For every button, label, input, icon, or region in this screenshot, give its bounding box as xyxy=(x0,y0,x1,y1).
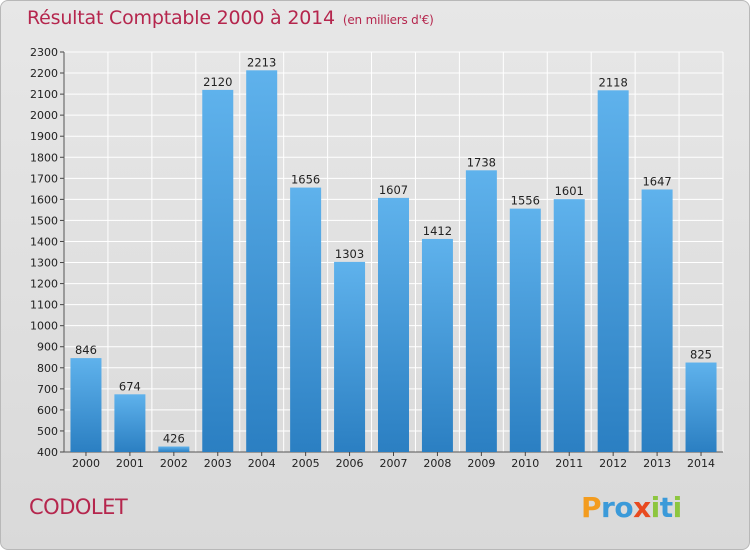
bar-value-label: 1556 xyxy=(511,194,540,208)
y-tick-label: 1800 xyxy=(30,151,58,164)
y-tick-label: 600 xyxy=(37,404,58,417)
bar-2001 xyxy=(114,394,146,452)
y-tick-label: 2100 xyxy=(30,88,58,101)
bar-2003 xyxy=(202,89,234,452)
bar-2011 xyxy=(553,199,585,452)
x-tick-label: 2002 xyxy=(160,457,188,470)
y-tick-label: 1200 xyxy=(30,278,58,291)
bar-value-label: 674 xyxy=(119,379,141,393)
x-tick-label: 2011 xyxy=(555,457,583,470)
logo-letter: x xyxy=(633,491,651,524)
bar-value-label: 1607 xyxy=(379,183,408,197)
logo-letter: t xyxy=(659,491,673,524)
bar-2012 xyxy=(597,90,629,452)
y-tick-label: 900 xyxy=(37,341,58,354)
chart-subtitle: (en milliers d'€) xyxy=(342,13,434,27)
bar-value-label: 2118 xyxy=(599,75,628,89)
bar-2002 xyxy=(158,446,190,452)
y-tick-label: 1300 xyxy=(30,257,58,270)
x-tick-label: 2010 xyxy=(511,457,539,470)
y-tick-label: 700 xyxy=(37,383,58,396)
bar-2010 xyxy=(509,208,541,452)
x-tick-label: 2008 xyxy=(423,457,451,470)
y-tick-label: 1400 xyxy=(30,235,58,248)
bar-2006 xyxy=(334,261,366,452)
bar-2009 xyxy=(465,170,497,452)
x-tick-label: 2000 xyxy=(72,457,100,470)
bar-value-label: 825 xyxy=(690,348,712,362)
bar-value-label: 1738 xyxy=(467,155,496,169)
x-tick-label: 2003 xyxy=(204,457,232,470)
bar-2013 xyxy=(641,189,673,452)
bar-value-label: 1601 xyxy=(555,184,584,198)
bar-value-label: 426 xyxy=(163,432,185,446)
y-tick-label: 500 xyxy=(37,425,58,438)
bar-value-label: 1656 xyxy=(291,173,320,187)
y-tick-label: 2200 xyxy=(30,67,58,80)
logo-letter: P xyxy=(581,491,602,524)
x-tick-label: 2006 xyxy=(336,457,364,470)
x-tick-label: 2007 xyxy=(380,457,408,470)
x-tick-label: 2014 xyxy=(687,457,715,470)
x-tick-label: 2013 xyxy=(643,457,671,470)
bar-2004 xyxy=(246,70,278,452)
y-tick-label: 2000 xyxy=(30,109,58,122)
y-tick-label: 800 xyxy=(37,362,58,375)
x-tick-label: 2012 xyxy=(599,457,627,470)
y-tick-label: 1100 xyxy=(30,299,58,312)
x-tick-label: 2004 xyxy=(248,457,276,470)
bar-value-label: 2213 xyxy=(247,55,276,69)
bar-2014 xyxy=(685,362,717,452)
x-tick-label: 2009 xyxy=(467,457,495,470)
bar-2000 xyxy=(70,358,102,452)
x-tick-label: 2001 xyxy=(116,457,144,470)
place-name: CODOLET xyxy=(29,495,128,519)
bar-value-label: 1412 xyxy=(423,224,452,238)
logo-letter: i xyxy=(650,491,661,524)
logo-letter: r xyxy=(601,491,615,524)
y-tick-label: 1900 xyxy=(30,130,58,143)
bar-2007 xyxy=(378,197,409,452)
proxiti-logo: Proxiti xyxy=(581,491,682,524)
bar-value-label: 846 xyxy=(75,343,97,357)
y-tick-label: 400 xyxy=(37,446,58,459)
y-tick-label: 1000 xyxy=(30,320,58,333)
logo-letter: o xyxy=(614,491,634,524)
x-tick-label: 2005 xyxy=(292,457,320,470)
logo-letter: i xyxy=(672,491,683,524)
y-tick-label: 1500 xyxy=(30,214,58,227)
y-tick-label: 2300 xyxy=(30,46,58,59)
bar-2008 xyxy=(421,238,453,452)
y-tick-label: 1700 xyxy=(30,172,58,185)
bar-value-label: 1647 xyxy=(642,174,671,188)
bar-2005 xyxy=(290,187,322,452)
y-tick-label: 1600 xyxy=(30,193,58,206)
chart-title: Résultat Comptable 2000 à 2014 (en millie… xyxy=(27,7,434,29)
chart-title-text: Résultat Comptable 2000 à 2014 xyxy=(27,7,335,29)
bar-value-label: 1303 xyxy=(335,247,364,261)
bar-value-label: 2120 xyxy=(203,75,232,89)
